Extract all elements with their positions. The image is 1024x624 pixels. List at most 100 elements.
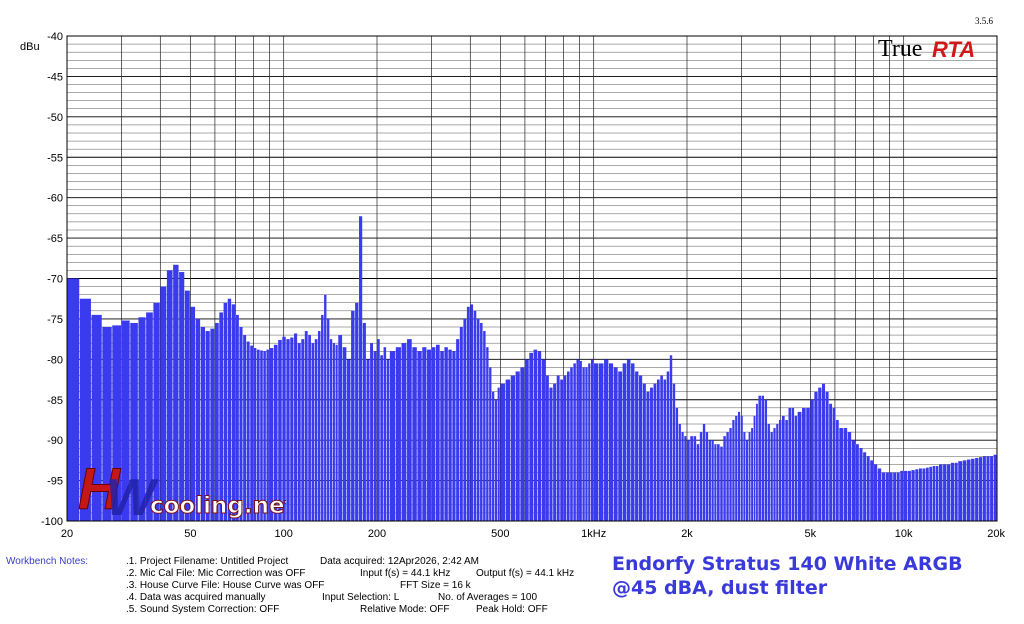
spectrum-bar [179, 272, 185, 521]
spectrum-bar [359, 216, 363, 521]
y-tick-label: -70 [47, 274, 63, 286]
spectrum-bar [515, 371, 520, 521]
spectrum-bar [444, 347, 448, 521]
spectrum-bar [814, 391, 818, 521]
x-tick-label: 500 [491, 528, 509, 540]
spectrum-bar [456, 339, 460, 521]
spectrum-bar [767, 424, 770, 521]
spectrum-bar [881, 472, 886, 521]
svg-text:H: H [78, 457, 121, 520]
spectrum-bar [907, 470, 911, 521]
spectrum-bar [112, 325, 121, 521]
spectrum-bar [958, 461, 963, 521]
spectrum-bar [699, 432, 703, 521]
spectrum-bar [560, 379, 564, 521]
spectrum-bar [500, 383, 506, 521]
y-tick-label: -100 [41, 516, 63, 528]
spectrum-bar [459, 327, 463, 521]
spectrum-bar [529, 352, 533, 521]
x-tick-label: 200 [368, 528, 386, 540]
spectrum-bar [585, 367, 588, 521]
spectrum-bar [863, 452, 867, 521]
spectrum-bar [723, 436, 726, 521]
spectrum-bar [380, 355, 383, 521]
svg-text:W: W [106, 469, 159, 520]
spectrum-bar [335, 344, 338, 521]
spectrum-bar [533, 349, 538, 521]
spectrum-bar [684, 436, 687, 521]
spectrum-bar [541, 359, 546, 521]
spectrum-bar [146, 312, 153, 521]
spectrum-bar [870, 460, 874, 521]
spectrum-bar [383, 347, 387, 521]
spectrum-bar [395, 347, 401, 521]
spectrum-bar [922, 468, 926, 521]
spectrum-bar [427, 349, 431, 521]
spectrum-bar [407, 339, 412, 521]
spectrum-bar [317, 331, 321, 521]
spectrum-bar [553, 383, 557, 521]
spectrum-bar [708, 440, 711, 521]
spectrum-bar [483, 331, 486, 521]
input-fs-text: Input f(s) = 44.1 kHz [360, 568, 451, 579]
y-tick-label: -80 [47, 354, 63, 366]
y-axis-unit-label: dBu [20, 41, 40, 53]
spectrum-bar [505, 379, 511, 521]
spectrum-bar [190, 306, 196, 521]
spectrum-bar [273, 344, 278, 521]
spectrum-bar [304, 331, 308, 521]
spectrum-bar [758, 395, 761, 521]
spectrum-bar [598, 363, 604, 521]
y-tick-label: -85 [47, 395, 63, 407]
spectrum-bar [735, 415, 738, 521]
spectrum-bar [650, 387, 653, 521]
spectrum-bar [235, 314, 239, 521]
spectrum-bar [297, 343, 301, 521]
spectrum-bar [308, 335, 311, 521]
spectrum-bar [263, 351, 266, 521]
spectrum-bar [737, 411, 741, 521]
spectrum-bar [436, 344, 440, 521]
spectrum-bar [269, 348, 274, 521]
y-tick-label: -40 [47, 31, 63, 43]
spectrum-bar [990, 456, 993, 521]
spectrum-bar [294, 333, 298, 521]
spectrum-bar [847, 432, 852, 521]
spectrum-bar [877, 468, 882, 521]
spectrum-bar [184, 290, 190, 521]
spectrum-bar [979, 457, 983, 521]
spectrum-bar [243, 335, 247, 521]
x-tick-label: 1kHz [581, 528, 606, 540]
spectrum-bar [470, 304, 474, 521]
spectrum-bar [576, 359, 579, 521]
spectrum-bar [290, 337, 294, 521]
spectrum-bar [839, 428, 843, 521]
y-tick-label: -45 [47, 71, 63, 83]
spectrum-bar [791, 407, 795, 521]
workbench-notes-label: Workbench Notes: [6, 556, 89, 567]
spectrum-bar [130, 322, 138, 521]
spectrum-bar [160, 286, 167, 521]
spectrum-bar [939, 464, 943, 521]
spectrum-bar [622, 363, 627, 521]
spectrum-bar [440, 351, 444, 521]
relative-mode-text: Relative Mode: OFF [360, 604, 450, 615]
spectrum-bar [836, 419, 839, 521]
spectrum-bar [873, 464, 878, 521]
spectrum-bar [422, 347, 427, 521]
truerta-logo-rta: RTA [932, 37, 976, 62]
spectrum-bar [764, 399, 768, 521]
spectrum-bar [982, 456, 986, 521]
spectrum-bar [173, 264, 179, 521]
spectrum-bar [256, 349, 260, 521]
spectrum-bar [489, 367, 492, 521]
spectrum-bar [666, 371, 670, 521]
spectrum-bar [675, 407, 679, 521]
spectrum-bar [717, 444, 720, 521]
spectrum-bar [669, 355, 673, 521]
spectrum-bar [311, 343, 315, 521]
x-tick-label: 2k [681, 528, 693, 540]
spectrum-bar [373, 351, 377, 521]
spectrum-bar [618, 371, 623, 521]
spectrum-bar [918, 468, 922, 521]
